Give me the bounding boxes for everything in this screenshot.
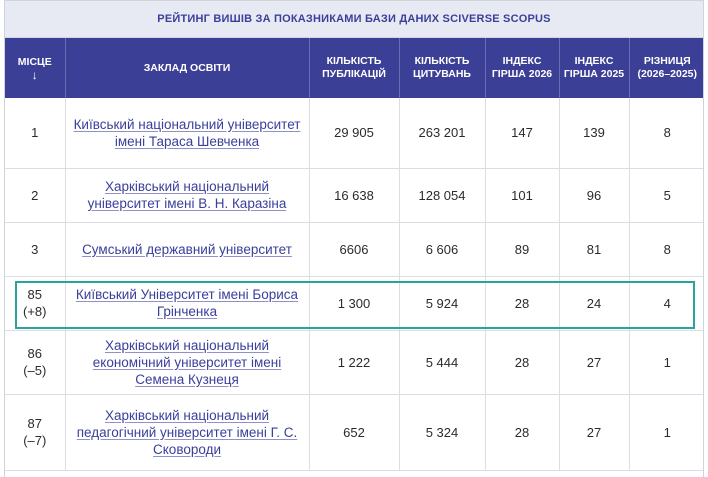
citations-cell: 5 444: [399, 330, 486, 395]
publications-cell: 29 905: [309, 98, 400, 169]
institution-cell: Київський Університет імені Бориса Грінч…: [65, 276, 310, 331]
h2026-cell: 101: [485, 168, 560, 223]
diff-cell: 1: [629, 394, 703, 471]
institution-cell: Київський національний університет імені…: [65, 98, 310, 169]
h2025-cell: 81: [559, 222, 630, 277]
citations-cell: 5 324: [399, 394, 486, 471]
publications-cell: 16 638: [309, 168, 400, 223]
place-value: 2: [31, 187, 39, 203]
h2026-cell: 28: [485, 330, 560, 395]
h2026-cell: 28: [485, 394, 560, 471]
place-cell: 1: [5, 98, 66, 169]
publications-cell: 1 300: [309, 276, 400, 331]
place-cell: 85 (+8): [5, 276, 66, 331]
institution-link[interactable]: Київський Університет імені Бориса Грінч…: [75, 287, 299, 319]
h2026-cell: 89: [485, 222, 560, 277]
table-row-highlighted: 85 (+8) Київський Університет імені Бори…: [5, 276, 703, 331]
institution-cell: Сумський державний університет: [65, 222, 310, 277]
table-row: 1 Київський національний університет іме…: [5, 98, 703, 169]
institution-cell: Харківський національний університет іме…: [65, 168, 310, 223]
place-delta: (–7): [23, 433, 47, 448]
table-row: 86 (–5) Харківський національний економі…: [5, 330, 703, 395]
col-institution-header[interactable]: ЗАКЛАД ОСВІТИ: [65, 38, 310, 98]
institution-cell: Харківський національний педагогічний ун…: [65, 394, 310, 471]
h2025-cell: 96: [559, 168, 630, 223]
rating-table: МІСЦЕ ↓ ЗАКЛАД ОСВІТИ КІЛЬКІСТЬ ПУБЛІКАЦ…: [5, 38, 703, 471]
rating-table-frame: РЕЙТИНГ ВИШІВ ЗА ПОКАЗНИКАМИ БАЗИ ДАНИХ …: [4, 0, 704, 477]
place-value: 86: [27, 346, 42, 361]
diff-cell: 1: [629, 330, 703, 395]
place-value: 87: [27, 416, 42, 431]
h2025-cell: 24: [559, 276, 630, 331]
institution-link[interactable]: Харківський національний педагогічний ун…: [76, 407, 298, 457]
diff-cell: 4: [629, 276, 703, 331]
institution-link[interactable]: Київський національний університет імені…: [73, 116, 301, 149]
sort-arrow-icon: ↓: [31, 67, 38, 82]
h2025-cell: 27: [559, 330, 630, 395]
col-index2025-header[interactable]: ІНДЕКС ГІРША 2025: [559, 38, 630, 98]
col-place-header[interactable]: МІСЦЕ ↓: [5, 38, 66, 98]
diff-cell: 8: [629, 98, 703, 169]
table-row: 2 Харківський національний університет і…: [5, 168, 703, 223]
institution-cell: Харківський національний економічний уні…: [65, 330, 310, 395]
citations-cell: 263 201: [399, 98, 486, 169]
diff-cell: 5: [629, 168, 703, 223]
header-row: МІСЦЕ ↓ ЗАКЛАД ОСВІТИ КІЛЬКІСТЬ ПУБЛІКАЦ…: [5, 38, 703, 98]
col-index2026-header[interactable]: ІНДЕКС ГІРША 2026: [485, 38, 560, 98]
publications-cell: 1 222: [309, 330, 400, 395]
col-place-label: МІСЦЕ: [17, 55, 52, 68]
place-value: 3: [31, 241, 39, 257]
place-delta: (–5): [23, 363, 47, 378]
place-value: 85: [27, 287, 42, 302]
h2025-cell: 27: [559, 394, 630, 471]
place-value: 1: [31, 125, 39, 141]
h2026-cell: 28: [485, 276, 560, 331]
place-delta: (+8): [23, 304, 47, 319]
table-caption: РЕЙТИНГ ВИШІВ ЗА ПОКАЗНИКАМИ БАЗИ ДАНИХ …: [5, 1, 703, 38]
publications-cell: 6606: [309, 222, 400, 277]
place-cell: 86 (–5): [5, 330, 66, 395]
diff-cell: 8: [629, 222, 703, 277]
place-cell: 87 (–7): [5, 394, 66, 471]
h2025-cell: 139: [559, 98, 630, 169]
col-diff-header[interactable]: РІЗНИЦЯ (2026–2025): [629, 38, 703, 98]
table-row: 3 Сумський державний університет 6606 6 …: [5, 222, 703, 277]
citations-cell: 128 054: [399, 168, 486, 223]
h2026-cell: 147: [485, 98, 560, 169]
col-citations-header[interactable]: КІЛЬКІСТЬ ЦИТУВАНЬ: [399, 38, 486, 98]
institution-link[interactable]: Харківський національний економічний уні…: [92, 337, 282, 387]
place-cell: 2: [5, 168, 66, 223]
citations-cell: 5 924: [399, 276, 486, 331]
institution-link[interactable]: Сумський державний університет: [82, 241, 292, 257]
col-publications-header[interactable]: КІЛЬКІСТЬ ПУБЛІКАЦІЙ: [309, 38, 400, 98]
place-cell: 3: [5, 222, 66, 277]
publications-cell: 652: [309, 394, 400, 471]
citations-cell: 6 606: [399, 222, 486, 277]
table-row: 87 (–7) Харківський національний педагог…: [5, 394, 703, 471]
institution-link[interactable]: Харківський національний університет іме…: [87, 179, 287, 211]
